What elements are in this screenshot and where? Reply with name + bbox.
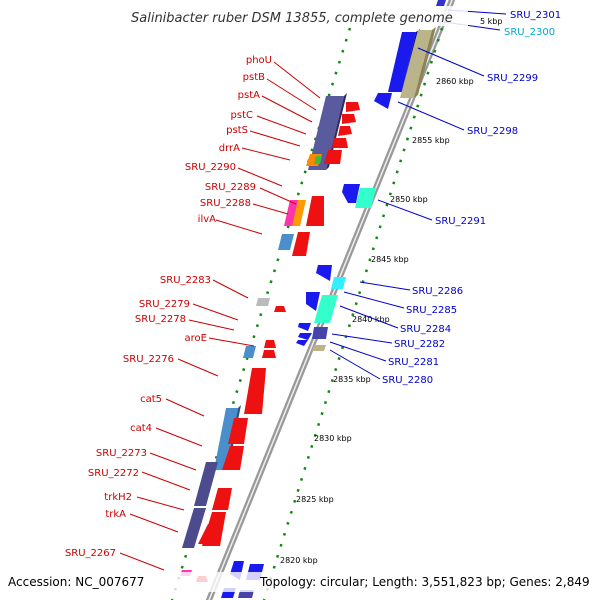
tick-label: 2835 kbp — [333, 375, 371, 384]
gene-block-drra-green[interactable] — [314, 156, 322, 164]
gene-label-sru2272[interactable]: SRU_2272 — [88, 468, 139, 479]
gene-label-sru2279[interactable]: SRU_2279 — [139, 299, 190, 310]
gene-block-sru2286b[interactable] — [331, 277, 346, 289]
gene-label-sru2285[interactable]: SRU_2285 — [406, 305, 457, 316]
gene-label-pstc[interactable]: pstC — [231, 110, 253, 121]
gene-block-ilva[interactable] — [278, 234, 294, 250]
gene-arrow-trka[interactable] — [198, 524, 220, 544]
tick-label: 5 kbp — [480, 17, 502, 26]
gene-label-sru2281[interactable]: SRU_2281 — [388, 357, 439, 368]
gene-block-sru2288[interactable] — [292, 200, 306, 226]
gene-label-psta[interactable]: pstA — [238, 90, 260, 101]
gene-block-pstb-column[interactable] — [308, 96, 344, 170]
gene-arrow-sru2298[interactable] — [374, 93, 392, 109]
gene-arrow-sru2284[interactable] — [298, 323, 311, 331]
gene-arrow-sru2291[interactable] — [342, 184, 360, 203]
rna-block-sru2280[interactable] — [312, 345, 326, 351]
tick-guide-left — [170, 27, 352, 600]
rna-block-sru2300-shade — [414, 27, 436, 98]
tick-labels: 5 kbp 2860 kbp 2855 kbp 2850 kbp 2845 kb… — [280, 17, 502, 565]
tick-label: 2860 kbp — [436, 77, 474, 86]
gene-label-sru2278[interactable]: SRU_2278 — [135, 314, 186, 325]
forward-strand-features — [180, 93, 360, 582]
gene-block-sru2284b[interactable] — [312, 327, 328, 339]
forward-label-leaders — [119, 61, 321, 571]
gene-block-sru2273[interactable] — [194, 462, 218, 506]
gene-arrow-psts[interactable] — [324, 150, 342, 164]
gene-arrow-sru2283[interactable] — [274, 306, 286, 312]
forward-gene-labels: phoU pstB pstA pstC pstS drrA SRU_2290 S… — [65, 55, 272, 559]
gene-arrow-sru2272[interactable] — [212, 488, 232, 510]
rna-block-sru2300[interactable] — [400, 30, 432, 98]
gene-label-sru2283[interactable]: SRU_2283 — [160, 275, 211, 286]
gene-arrow-sru2286[interactable] — [316, 265, 332, 281]
title-backdrop — [128, 6, 468, 26]
gene-block-aroe[interactable] — [243, 346, 256, 358]
gene-arrow-sru2282[interactable] — [298, 333, 312, 340]
gene-arrow-sru2276[interactable] — [244, 368, 266, 414]
gene-block-cat5[interactable] — [214, 408, 238, 470]
gene-label-ilva[interactable]: ilvA — [198, 214, 216, 225]
gene-label-sru2298[interactable]: SRU_2298 — [467, 126, 518, 137]
gene-label-sru2280[interactable]: SRU_2280 — [382, 375, 433, 386]
gene-label-aroe[interactable]: aroE — [185, 333, 207, 344]
tick-label: 2830 kbp — [314, 434, 352, 443]
gene-arrow-pstb[interactable] — [342, 114, 356, 124]
gene-label-sru2299[interactable]: SRU_2299 — [487, 73, 538, 84]
tick-label: 2855 kbp — [412, 136, 450, 145]
gene-arrow-sru2279[interactable] — [264, 340, 276, 348]
topology-summary: Topology: circular; Length: 3,551,823 bp… — [259, 575, 590, 589]
gene-arrow-phou[interactable] — [346, 102, 360, 112]
gene-arrow-pstc[interactable] — [332, 138, 348, 148]
gene-label-sru2300[interactable]: SRU_2300 — [504, 27, 555, 38]
gene-label-sru2276[interactable]: SRU_2276 — [123, 354, 174, 365]
gene-label-sru2284[interactable]: SRU_2284 — [400, 324, 451, 335]
gene-label-cat5[interactable]: cat5 — [140, 394, 162, 405]
reverse-gene-labels: SRU_2301 SRU_2300 SRU_2299 SRU_2298 SRU_… — [382, 10, 561, 386]
gene-arrow-sru2290[interactable] — [306, 196, 324, 226]
gene-label-trkh2[interactable]: trkH2 — [104, 492, 132, 503]
gene-label-sru2301[interactable]: SRU_2301 — [510, 10, 561, 21]
gene-arrow-sru2281[interactable] — [296, 340, 308, 346]
footer-backdrop — [0, 572, 600, 592]
gene-arrow-ilva[interactable] — [292, 232, 310, 256]
tick-label: 2840 kbp — [352, 315, 390, 324]
tick-label: 2825 kbp — [296, 495, 334, 504]
gene-label-phou[interactable]: phoU — [246, 55, 272, 66]
gene-arrow-sru2285[interactable] — [306, 292, 320, 311]
gene-arrow-cat4a[interactable] — [228, 418, 248, 444]
gene-label-sru2288[interactable]: SRU_2288 — [200, 198, 251, 209]
gene-block-sru2285b[interactable] — [314, 295, 338, 323]
gene-arrow-sru2301[interactable] — [436, 0, 446, 6]
gene-block-sru2283[interactable] — [256, 298, 270, 306]
gene-arrow-psta[interactable] — [338, 126, 352, 136]
gene-block-sru2291b[interactable] — [355, 188, 376, 208]
gene-label-sru2289[interactable]: SRU_2289 — [205, 182, 256, 193]
gene-label-sru2267[interactable]: SRU_2267 — [65, 548, 116, 559]
gene-label-sru2291[interactable]: SRU_2291 — [435, 216, 486, 227]
gene-label-cat4[interactable]: cat4 — [130, 423, 152, 434]
gene-label-pstb[interactable]: pstB — [243, 72, 265, 83]
gene-label-drra[interactable]: drrA — [219, 143, 240, 154]
accession-label: Accession: NC_007677 — [8, 575, 144, 589]
tick-label: 2820 kbp — [280, 556, 318, 565]
map-title: Salinibacter ruber DSM 13855, complete g… — [131, 11, 453, 26]
gene-block-trkh2[interactable] — [182, 508, 206, 548]
gene-label-sru2273[interactable]: SRU_2273 — [96, 448, 147, 459]
gene-label-trka[interactable]: trkA — [105, 509, 126, 520]
gene-arrow-cat4b[interactable] — [222, 446, 244, 470]
gene-block-sru2289[interactable] — [284, 200, 300, 226]
gene-block-sru2299[interactable] — [388, 32, 416, 92]
gene-label-sru2290[interactable]: SRU_2290 — [185, 162, 236, 173]
gene-label-sru2282[interactable]: SRU_2282 — [394, 339, 445, 350]
gene-label-sru2286[interactable]: SRU_2286 — [412, 286, 463, 297]
gene-arrow-sru2278[interactable] — [262, 350, 276, 358]
gene-label-psts[interactable]: pstS — [226, 125, 248, 136]
tick-guide-right — [262, 27, 444, 600]
tick-label: 2850 kbp — [390, 195, 428, 204]
tick-label: 2845 kbp — [371, 255, 409, 264]
reverse-label-leaders — [329, 9, 507, 380]
